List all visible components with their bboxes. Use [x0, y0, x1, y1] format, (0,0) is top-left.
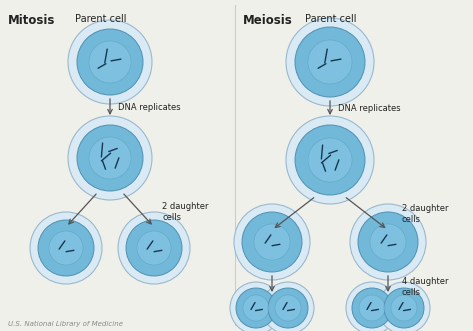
Text: DNA replicates: DNA replicates [118, 103, 181, 112]
Circle shape [137, 231, 171, 265]
Circle shape [346, 282, 398, 331]
Circle shape [30, 212, 102, 284]
Circle shape [358, 212, 418, 272]
Circle shape [352, 288, 392, 328]
Text: Parent cell: Parent cell [75, 14, 126, 24]
Text: DNA replicates: DNA replicates [338, 104, 401, 113]
Text: 2 daughter
cells: 2 daughter cells [402, 204, 448, 224]
Circle shape [378, 282, 430, 331]
Text: U.S. National Library of Medicine: U.S. National Library of Medicine [8, 321, 123, 327]
Text: 4 daughter
cells: 4 daughter cells [402, 277, 448, 297]
Circle shape [370, 224, 406, 260]
Circle shape [295, 125, 365, 195]
Circle shape [391, 295, 417, 321]
Circle shape [286, 116, 374, 204]
Circle shape [268, 288, 308, 328]
Circle shape [243, 295, 269, 321]
Circle shape [68, 116, 152, 200]
Circle shape [49, 231, 83, 265]
Text: 2 daughter
cells: 2 daughter cells [162, 202, 209, 222]
Circle shape [236, 288, 276, 328]
Circle shape [234, 204, 310, 280]
Circle shape [77, 29, 143, 95]
Text: Mitosis: Mitosis [8, 14, 55, 27]
Circle shape [68, 20, 152, 104]
Circle shape [308, 40, 352, 84]
Circle shape [89, 137, 131, 179]
Circle shape [262, 282, 314, 331]
Circle shape [230, 282, 282, 331]
Circle shape [38, 220, 94, 276]
Circle shape [350, 204, 426, 280]
Circle shape [254, 224, 290, 260]
Circle shape [77, 125, 143, 191]
Circle shape [384, 288, 424, 328]
Circle shape [359, 295, 385, 321]
Circle shape [242, 212, 302, 272]
Circle shape [89, 41, 131, 83]
Circle shape [118, 212, 190, 284]
Circle shape [286, 18, 374, 106]
Text: Parent cell: Parent cell [305, 14, 357, 24]
Circle shape [308, 138, 352, 182]
Circle shape [275, 295, 301, 321]
Circle shape [126, 220, 182, 276]
Circle shape [295, 27, 365, 97]
Text: Meiosis: Meiosis [243, 14, 293, 27]
